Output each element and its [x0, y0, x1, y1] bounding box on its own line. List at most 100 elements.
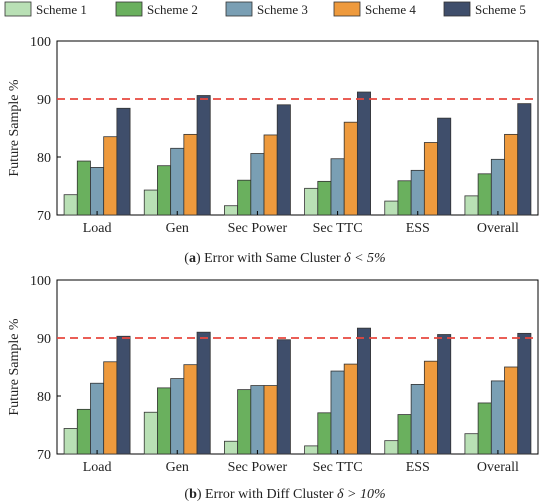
bar: [397, 414, 412, 455]
bar: [237, 389, 252, 455]
legend-swatch: [443, 1, 471, 17]
bar: [276, 339, 291, 455]
caption-a-label: a: [189, 251, 196, 266]
x-tick-label: Overall: [477, 221, 519, 236]
caption-a-text: Error with Same Cluster: [201, 251, 344, 266]
legend-swatch: [225, 1, 253, 17]
y-tick-label: 70: [37, 209, 51, 224]
bar: [477, 402, 492, 455]
bar: [76, 160, 91, 216]
bar: [170, 147, 185, 216]
x-tick-label: Sec TTC: [313, 221, 363, 236]
bar: [437, 334, 452, 455]
bar: [343, 363, 358, 455]
bar: [90, 382, 105, 455]
bar: [103, 136, 118, 216]
legend-swatch: [333, 1, 361, 17]
bar: [356, 91, 371, 216]
x-tick-label: Load: [83, 460, 112, 475]
y-tick-label: 80: [37, 151, 51, 166]
y-tick-label: 90: [37, 332, 51, 347]
y-tick-label: 80: [37, 390, 51, 405]
x-tick-label: Gen: [166, 221, 189, 236]
bar: [196, 95, 211, 216]
bar: [63, 194, 78, 216]
bar: [437, 117, 452, 216]
bar: [170, 378, 185, 455]
plot-frame: [56, 40, 539, 216]
caption-b-text: Error with Diff Cluster: [202, 487, 337, 502]
bar: [504, 133, 519, 216]
bar: [517, 103, 532, 216]
bar: [423, 142, 438, 216]
bar: [250, 153, 265, 216]
bar: [143, 411, 158, 455]
bar: [250, 385, 265, 455]
bar: [157, 387, 172, 455]
bar: [237, 179, 252, 216]
y-tick-label: 100: [30, 274, 51, 289]
legend-label: Scheme 5: [475, 2, 526, 17]
bar: [224, 440, 239, 455]
bar: [384, 440, 399, 455]
legend-label: Scheme 4: [365, 2, 416, 17]
bar: [490, 158, 505, 216]
bar: [397, 180, 412, 216]
x-tick-label: Sec TTC: [313, 460, 363, 475]
x-tick-label: ESS: [406, 221, 430, 236]
legend-swatch: [4, 1, 32, 17]
x-tick-label: Overall: [477, 460, 519, 475]
x-tick-label: Sec Power: [228, 221, 288, 236]
caption-b: (b) Error with Diff Cluster δ > 10%: [184, 487, 385, 502]
y-tick-label: 100: [30, 35, 51, 50]
bar: [330, 370, 345, 455]
x-tick-label: Load: [83, 221, 112, 236]
bar: [103, 361, 118, 455]
bar: [317, 180, 332, 216]
bar: [490, 380, 505, 455]
legend-label: Scheme 1: [36, 2, 87, 17]
bar: [410, 383, 425, 455]
panel-a: 70 80 90 100 Future Sample % Load Gen Sec Power…: [7, 35, 539, 236]
caption-a-math: δ < 5%: [344, 251, 386, 266]
bar: [464, 195, 479, 216]
bar: [157, 165, 172, 216]
bar: [464, 433, 479, 455]
caption-b-label: b: [189, 487, 197, 502]
bar: [304, 187, 319, 216]
x-tick-label: Gen: [166, 460, 189, 475]
x-tick-label: Sec Power: [228, 460, 288, 475]
bar: [90, 167, 105, 216]
bar: [477, 173, 492, 216]
bar: [276, 104, 291, 216]
legend-swatch: [115, 1, 143, 17]
legend-label: Scheme 3: [257, 2, 308, 17]
legend: Scheme 1 Scheme 2 Scheme 3 Scheme 4 Scheme 5: [4, 1, 526, 17]
bar: [304, 445, 319, 455]
caption-a: (a) Error with Same Cluster δ < 5%: [184, 251, 385, 266]
bar: [76, 408, 91, 455]
bar: [183, 364, 198, 455]
bar: [356, 327, 371, 455]
y-axis-label: Future Sample %: [7, 318, 22, 416]
bar: [330, 158, 345, 216]
bar: [317, 412, 332, 455]
bar: [196, 331, 211, 455]
bar: [116, 335, 131, 455]
bar: [517, 332, 532, 455]
bar: [63, 428, 78, 455]
bar: [504, 366, 519, 455]
bar: [116, 107, 131, 216]
plot-frame: [56, 279, 539, 455]
y-axis-label: Future Sample %: [7, 79, 22, 177]
bar: [263, 134, 278, 216]
panel-b: 70 80 90 100 Future Sample % Load Gen Sec Power…: [7, 274, 539, 475]
legend-label: Scheme 2: [147, 2, 198, 17]
bar: [384, 200, 399, 216]
bar: [143, 189, 158, 216]
x-tick-label: ESS: [406, 460, 430, 475]
bar: [263, 385, 278, 455]
y-tick-label: 70: [37, 448, 51, 463]
bar: [423, 360, 438, 455]
